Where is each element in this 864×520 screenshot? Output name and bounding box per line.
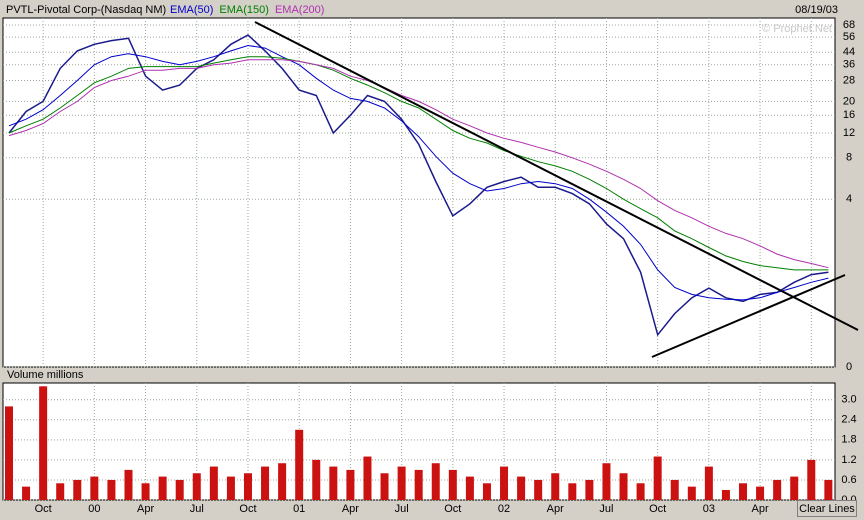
y-tick-label: 44 — [843, 46, 855, 58]
x-tick-label: 00 — [88, 503, 100, 515]
x-tick-label: Jul — [395, 503, 409, 515]
volume-bar — [500, 466, 509, 500]
legend-entry: EMA(200) — [275, 4, 325, 16]
volume-bar — [192, 473, 201, 500]
volume-bar — [568, 483, 577, 500]
volume-bar — [380, 473, 389, 500]
x-tick-label: Apr — [752, 503, 769, 515]
volume-bar — [329, 466, 338, 500]
volume-bar — [261, 466, 270, 500]
volume-title: Volume millions — [7, 369, 84, 381]
volume-bar — [175, 479, 184, 500]
volume-bar — [807, 459, 816, 500]
x-tick-label: Oct — [649, 503, 666, 515]
y-tick-label: 20 — [843, 95, 855, 107]
volume-bar — [465, 476, 474, 500]
volume-bar — [551, 473, 560, 500]
volume-bar — [278, 463, 287, 500]
volume-bar — [243, 473, 252, 500]
x-tick-label: Apr — [342, 503, 359, 515]
y-tick-label: 36 — [843, 59, 855, 71]
y-tick-label: 12 — [843, 127, 855, 139]
volume-bar — [295, 429, 304, 500]
volume-bar — [39, 386, 48, 500]
date: 08/19/03 — [795, 4, 838, 16]
x-tick-label: 02 — [498, 503, 510, 515]
volume-bar — [312, 459, 321, 500]
volume-bar — [653, 456, 662, 500]
ema-line — [8, 56, 829, 271]
volume-bar — [517, 476, 526, 500]
x-tick-label: Oct — [239, 503, 256, 515]
y-tick-label: 2.4 — [841, 414, 856, 426]
trend-line — [254, 21, 859, 331]
volume-bar — [158, 476, 167, 500]
volume-bar — [431, 463, 440, 500]
y-tick-label: 4 — [846, 193, 852, 205]
y-tick-label: 1.8 — [841, 434, 856, 446]
volume-bar — [756, 486, 765, 500]
volume-bar — [534, 479, 543, 500]
volume-bar — [739, 483, 748, 500]
y-tick-label: 0 — [846, 361, 852, 373]
volume-bar — [5, 406, 13, 500]
clear-lines-button[interactable]: Clear Lines — [797, 500, 857, 517]
volume-bar — [124, 469, 133, 500]
volume-bar — [414, 469, 423, 500]
price-line — [8, 34, 829, 337]
volume-bar — [22, 486, 31, 500]
y-tick-label: 68 — [843, 19, 855, 31]
volume-bar — [670, 479, 679, 500]
y-tick-label: 16 — [843, 109, 855, 121]
volume-bar — [704, 466, 713, 500]
y-tick-label: 1.2 — [841, 454, 856, 466]
volume-bar — [397, 466, 406, 500]
chart-title: PVTL-Pivotal Corp-(Nasdaq NM) — [6, 4, 166, 16]
trend-line — [651, 274, 846, 358]
x-tick-label: Apr — [547, 503, 564, 515]
x-tick-label: Oct — [35, 503, 52, 515]
y-tick-label: 0.6 — [841, 474, 856, 486]
x-tick-label: Jul — [190, 503, 204, 515]
volume-bar — [363, 456, 372, 500]
volume-bar — [448, 469, 457, 500]
volume-bar — [602, 463, 611, 500]
legend-entry: EMA(150) — [219, 4, 269, 16]
y-tick-label: 56 — [843, 31, 855, 43]
volume-bar — [209, 466, 218, 500]
y-tick-label: 8 — [846, 152, 852, 164]
y-tick-label: 3.0 — [841, 394, 856, 406]
watermark: © Prophet.Net — [762, 23, 832, 35]
price-panel — [2, 17, 836, 368]
volume-bar — [585, 479, 594, 500]
volume-bar — [141, 483, 150, 500]
volume-bar — [346, 469, 355, 500]
y-tick-label: 28 — [843, 74, 855, 86]
ema-line — [8, 44, 829, 301]
x-tick-label: 01 — [293, 503, 305, 515]
volume-bar — [56, 483, 65, 500]
volume-bar — [636, 483, 645, 500]
volume-bar — [773, 479, 782, 500]
x-tick-label: Oct — [444, 503, 461, 515]
volume-bar — [824, 479, 833, 500]
volume-bar — [226, 476, 235, 500]
volume-bar — [619, 473, 628, 500]
x-tick-label: Jul — [599, 503, 613, 515]
volume-bar — [482, 483, 491, 500]
x-tick-label: 03 — [703, 503, 715, 515]
volume-bar — [73, 479, 82, 500]
volume-bar — [687, 486, 696, 500]
volume-bar — [107, 479, 116, 500]
volume-bar — [721, 489, 730, 500]
volume-bar — [90, 476, 99, 500]
volume-bar — [790, 476, 799, 500]
ema-line — [8, 59, 829, 269]
x-tick-label: Apr — [137, 503, 154, 515]
legend-entry: EMA(50) — [170, 4, 213, 16]
